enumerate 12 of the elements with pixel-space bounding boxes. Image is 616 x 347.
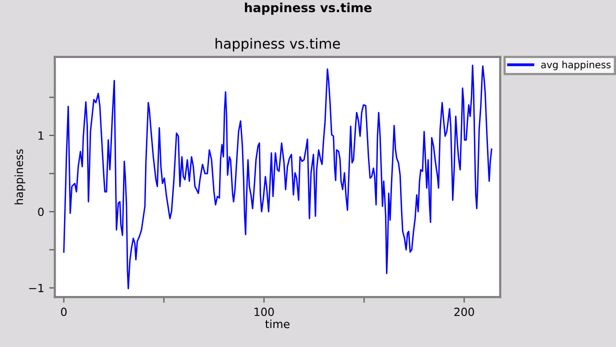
chart-title: happiness vs.time (216, 38, 340, 52)
text: happiness vs.time (244, 2, 372, 15)
x-tick-label: 0 (61, 308, 67, 316)
line-series (63, 64, 492, 290)
x-tick-label: 100 (254, 308, 274, 316)
y-tick-label: 1 (38, 132, 44, 140)
y-tick-label: −1 (29, 284, 44, 292)
x-axis-title: time (265, 320, 290, 328)
x-tick-label: 200 (454, 308, 474, 316)
legend-label: avg happiness (541, 60, 611, 70)
y-axis-title: happiness (14, 149, 26, 204)
y-tick-label: 0 (38, 208, 44, 216)
